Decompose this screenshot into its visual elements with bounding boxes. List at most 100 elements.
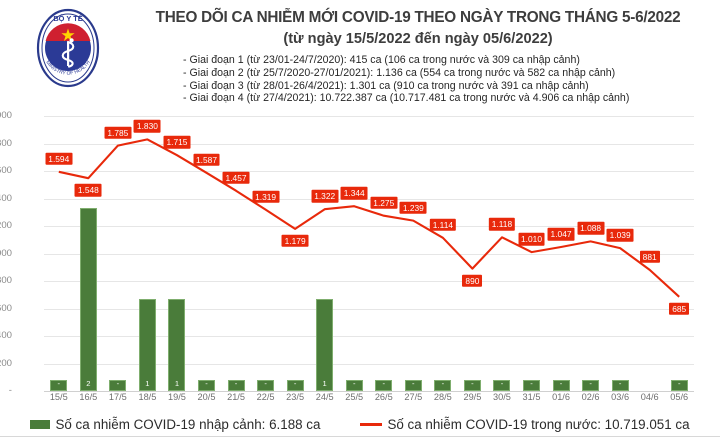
bar-value-label: -: [471, 379, 474, 388]
y-axis-left-tick: -: [8, 385, 12, 396]
line-point-label: 1.047: [547, 227, 575, 241]
y-axis-left-tick: 1.600: [0, 165, 12, 176]
bar-value-label: 2: [86, 379, 91, 388]
bar-value-label: -: [205, 379, 208, 388]
x-axis-tick-label: 25/5: [345, 392, 364, 402]
line-point-label: 1.715: [163, 135, 191, 149]
bar-value-label: -: [559, 379, 563, 388]
bar-imported-cases: -: [523, 380, 540, 391]
line-point-label: 1.587: [193, 153, 220, 167]
bar-value-label: -: [116, 379, 120, 388]
bar-imported-cases: -: [404, 379, 422, 391]
line-point-label: 685: [669, 302, 690, 316]
bar-value-label: -: [500, 379, 504, 388]
bar-imported-cases: 1: [138, 299, 156, 391]
y-axis-left-tick: 1.200: [0, 220, 12, 231]
legend-item-imported: Số ca nhiễm COVID-19 nhập cảnh: 6.188 ca: [30, 417, 320, 432]
chart-header: BỘ Y TẾ MINISTRY OF HEALTH THEO DÕI CA N…: [0, 0, 720, 110]
x-axis-tick-label: 26/5: [374, 392, 393, 402]
gridline: [44, 198, 694, 200]
bar-value-label: -: [589, 379, 592, 388]
bar-imported-cases: -: [286, 379, 304, 391]
line-point-label: 1.010: [518, 232, 545, 246]
bar-value-label: -: [530, 379, 533, 388]
x-axis-tick-label: 30/5: [493, 392, 511, 402]
gridline: [44, 253, 694, 255]
x-axis-tick-label: 02/6: [581, 392, 600, 402]
bar-value-label: -: [441, 379, 445, 388]
line-point-label: 1.179: [281, 234, 309, 248]
x-axis-tick-label: 21/5: [227, 392, 245, 402]
bar-value-label: -: [352, 379, 356, 388]
bar-imported-cases: -: [198, 380, 215, 391]
legend-bar-label: Số ca nhiễm COVID-19 nhập cảnh: 6.188 ca: [55, 416, 321, 432]
bar-value-label: -: [618, 379, 622, 388]
gridline: [44, 308, 694, 310]
y-axis-left-tick: 1.400: [0, 192, 12, 204]
gridline: [44, 171, 694, 172]
x-axis-tick-label: 29/5: [463, 392, 482, 402]
bar-imported-cases: -: [375, 379, 393, 391]
line-point-label: 1.548: [74, 183, 102, 197]
line-point-label: 1.830: [133, 120, 161, 133]
line-point-label: 1.088: [577, 222, 605, 235]
domestic-cases-line: [58, 138, 680, 298]
page-title: THEO DÕI CA NHIỄM MỚI COVID-19 THEO NGÀY…: [155, 9, 681, 26]
bar-imported-cases: -: [611, 379, 629, 391]
y-axis-left-tick: 600: [0, 302, 12, 314]
bar-value-label: -: [293, 379, 297, 388]
x-axis-tick-label: 03/6: [611, 392, 630, 402]
line-point-label: 890: [462, 274, 483, 287]
bar-imported-cases: -: [227, 380, 245, 391]
y-axis-left-tick: 1.000: [0, 247, 12, 259]
bar-value-label: -: [264, 379, 267, 388]
line-point-label: 881: [639, 250, 660, 264]
phase-line: - Giai đoạn 2 (từ 25/7/2020-27/01/2021):…: [183, 66, 616, 79]
bar-imported-cases: -: [582, 379, 600, 391]
legend-line-swatch-icon: [360, 422, 383, 426]
legend-bar-swatch-icon: [30, 419, 51, 429]
x-axis-tick-label: 18/5: [138, 392, 157, 402]
line-point-label: 1.785: [104, 126, 132, 139]
x-axis-tick-label: 22/5: [256, 392, 275, 402]
bar-value-label: 1: [174, 379, 180, 388]
gridline: [44, 226, 694, 227]
bar-imported-cases: -: [109, 379, 127, 391]
bar-value-label: 1: [322, 379, 327, 388]
line-point-label: 1.118: [488, 218, 516, 231]
gridline: [44, 143, 694, 145]
line-point-label: 1.344: [340, 186, 368, 200]
x-axis-tick-label: 15/5: [49, 392, 68, 402]
bar-value-label: -: [412, 379, 415, 388]
x-axis-tick-label: 01/6: [552, 392, 570, 402]
ministry-of-health-logo-icon: BỘ Y TẾ MINISTRY OF HEALTH: [26, 6, 110, 90]
x-axis-tick-label: 31/5: [522, 392, 541, 402]
x-axis-tick-label: 24/5: [315, 392, 334, 402]
gridline: [44, 336, 694, 337]
chart-title-block: THEO DÕI CA NHIỄM MỚI COVID-19 THEO NGÀY…: [118, 8, 718, 49]
x-axis-tick-label: 20/5: [197, 392, 216, 402]
gridline: [44, 281, 694, 282]
gridline: [44, 116, 694, 117]
phase-summary-list: - Giai đoạn 1 (từ 23/01-24/7/2020): 415 …: [183, 54, 720, 105]
y-axis-left-tick: 400: [0, 330, 12, 341]
y-axis-left-tick: 800: [0, 275, 12, 286]
phase-line: - Giai đoạn 4 (từ 27/4/2021): 10.722.387…: [183, 92, 630, 105]
bar-imported-cases: 2: [79, 207, 97, 391]
x-axis: 15/5 16/5 17/5 18/5 19/5 20/5 21/5 22/5 23/5 24/5…: [44, 392, 694, 408]
bar-value-label: -: [382, 379, 386, 388]
line-point-label: 1.239: [399, 201, 427, 214]
bar-value-label: -: [677, 379, 681, 388]
bar-imported-cases: -: [670, 379, 688, 391]
x-axis-tick-label: 27/5: [404, 392, 423, 402]
chart-legend: Số ca nhiễm COVID-19 nhập cảnh: 6.188 ca…: [0, 411, 720, 437]
bar-imported-cases: -: [463, 379, 481, 391]
x-axis-tick-label: 23/5: [286, 392, 305, 402]
bar-imported-cases: 1: [168, 299, 186, 391]
bar-imported-cases: -: [50, 380, 68, 391]
phase-line: - Giai đoạn 3 (từ 28/01-26/4/2021): 1.30…: [183, 79, 589, 92]
x-axis-tick-label: 05/6: [670, 392, 689, 402]
x-axis-tick-label: 04/6: [640, 392, 659, 402]
bar-imported-cases: -: [345, 379, 363, 391]
